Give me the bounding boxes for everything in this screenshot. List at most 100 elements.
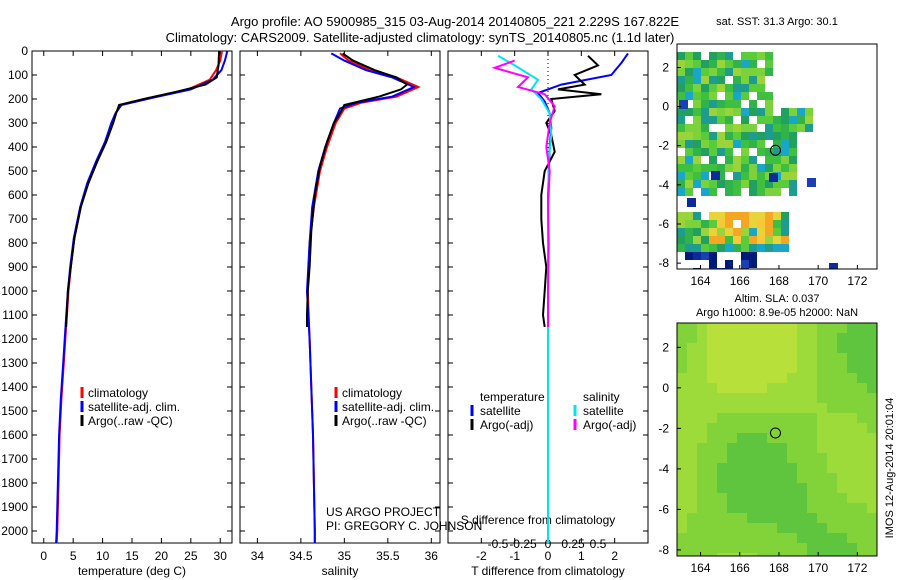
sla-cell <box>687 443 697 453</box>
sla-cell <box>697 383 707 393</box>
sst-cell <box>741 68 749 76</box>
sla-cell <box>807 353 817 363</box>
sst-cell <box>701 132 709 140</box>
sst-cell <box>781 172 789 180</box>
sla-cell <box>867 493 877 503</box>
sla-cell <box>747 363 757 373</box>
sst-cell <box>685 236 693 244</box>
sla-cell <box>797 343 807 353</box>
sst-cell <box>693 100 701 108</box>
sla-cell <box>737 543 747 553</box>
sst-cell <box>677 156 685 164</box>
sst-cell <box>757 108 765 116</box>
sla-cell <box>767 423 777 433</box>
sla-cell <box>687 513 697 523</box>
y-tick-label: 2000 <box>1 524 28 538</box>
sla-cell <box>777 423 787 433</box>
sla-cell <box>707 453 717 463</box>
sst-cell <box>773 188 781 196</box>
sst-cell <box>781 236 789 244</box>
sla-cell <box>847 503 857 513</box>
sla-cell <box>807 443 817 453</box>
sla-cell <box>687 493 697 503</box>
sst-cell <box>693 76 701 84</box>
sla-cell <box>787 493 797 503</box>
sla-cell <box>677 513 687 523</box>
sst-cell <box>693 252 701 260</box>
sst-cell <box>741 92 749 100</box>
sla-cell <box>767 433 777 443</box>
sla-cell <box>697 513 707 523</box>
sst-cell <box>781 228 789 236</box>
map-x-tick-label: 166 <box>730 561 750 575</box>
legend-label: Argo(-adj) <box>480 418 533 432</box>
sst-cell <box>757 92 765 100</box>
sla-cell <box>847 553 857 556</box>
sla-cell <box>797 353 807 363</box>
sla-cell <box>837 443 847 453</box>
sla-cell <box>827 333 837 343</box>
sla-cell <box>697 363 707 373</box>
sst-cell <box>781 132 789 140</box>
sla-cell <box>717 503 727 513</box>
x-tick-label: 0 <box>545 549 552 563</box>
y-tick-label: 700 <box>8 212 28 226</box>
sst-cell <box>725 212 733 220</box>
sla-cell <box>707 463 717 473</box>
sla-cell <box>867 343 877 353</box>
sla-cell <box>797 333 807 343</box>
sst-cell <box>693 220 701 228</box>
sla-cell <box>687 393 697 403</box>
map-y-tick-label: 2 <box>662 60 669 74</box>
sst-cell <box>677 84 685 92</box>
sla-cell <box>807 413 817 423</box>
sla-cell <box>767 453 777 463</box>
sla-cell <box>867 323 877 333</box>
sla-cell <box>757 453 767 463</box>
sla-cell <box>797 373 807 383</box>
sla-cell <box>697 353 707 363</box>
sst-cell <box>757 180 765 188</box>
sla-cell <box>737 333 747 343</box>
sla-cell <box>767 523 777 533</box>
sla-cell <box>687 553 697 556</box>
sst-cell <box>693 172 701 180</box>
sst-cell <box>725 188 733 196</box>
sst-cell <box>757 228 765 236</box>
sst-cell <box>805 108 813 116</box>
sla-cell <box>717 403 727 413</box>
sla-cell <box>807 553 817 556</box>
sla-cell <box>677 383 687 393</box>
sst-cell <box>701 60 709 68</box>
sst-cell <box>757 68 765 76</box>
sla-cell <box>747 403 757 413</box>
sst-cell <box>733 108 741 116</box>
sla-cell <box>737 433 747 443</box>
sla-cell <box>837 423 847 433</box>
sla-cell <box>837 433 847 443</box>
sla-cell <box>777 323 787 333</box>
sla-cell <box>777 513 787 523</box>
series-line-salinity-argo-adj- <box>491 59 556 327</box>
sst-cell <box>701 236 709 244</box>
sst-cell <box>709 244 717 252</box>
sla-cell <box>707 383 717 393</box>
legend-label: satellite <box>583 404 624 418</box>
sla-cell <box>847 463 857 473</box>
sla-cell <box>787 333 797 343</box>
sla-cell <box>807 493 817 503</box>
sla-cell <box>727 363 737 373</box>
sst-cell <box>741 180 749 188</box>
sla-cell <box>677 533 687 543</box>
sla-cell <box>777 553 787 556</box>
sla-cell <box>727 523 737 533</box>
sst-cell <box>685 140 693 148</box>
map-y-tick-label: -2 <box>658 421 669 435</box>
sst-cell <box>677 124 685 132</box>
sla-cell <box>797 543 807 553</box>
project-credit: US ARGO PROJECT <box>326 505 441 519</box>
sst-cell <box>741 84 749 92</box>
sla-cell <box>807 543 817 553</box>
sst-cell <box>749 260 757 268</box>
